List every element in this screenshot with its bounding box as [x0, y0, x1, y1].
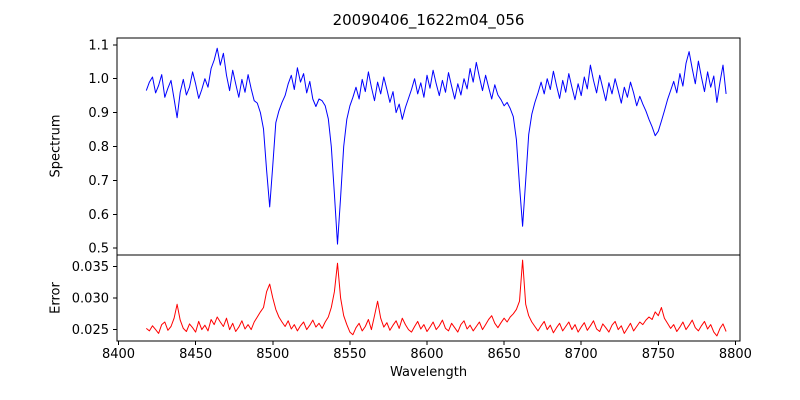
y-tick-label: 0.6: [88, 208, 109, 223]
chart-title: 20090406_1622m04_056: [332, 11, 525, 29]
x-tick-label: 8800: [719, 347, 752, 362]
x-tick-label: 8500: [256, 347, 289, 362]
x-axis-label: Wavelength: [389, 365, 468, 380]
y-tick-label: 0.030: [72, 292, 109, 307]
y-tick-label: 0.5: [88, 242, 109, 257]
spectrum-line: [145, 47, 727, 245]
x-tick-label: 8650: [488, 347, 521, 362]
x-tick-label: 8450: [179, 347, 212, 362]
y-tick-label: 0.035: [72, 260, 109, 275]
y-tick-label: 1.1: [88, 38, 109, 53]
x-tick-label: 8600: [410, 347, 443, 362]
x-tick-label: 8400: [102, 347, 135, 362]
error-line: [145, 259, 727, 337]
panel-frame: [116, 254, 741, 342]
y-tick-label: 1.0: [88, 72, 109, 87]
y-tick-label: 0.9: [88, 106, 109, 121]
x-tick-label: 8700: [565, 347, 598, 362]
x-tick-label: 8550: [333, 347, 366, 362]
y-tick-label: 0.8: [88, 140, 109, 155]
y-tick-label: 0.025: [72, 323, 109, 338]
y-tick-label: 0.7: [88, 174, 109, 189]
x-tick-label: 8750: [642, 347, 675, 362]
